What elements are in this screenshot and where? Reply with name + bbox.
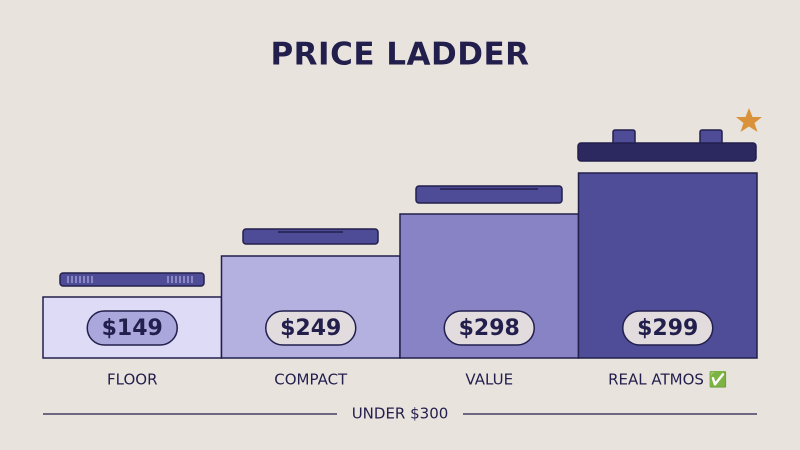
soundbar [415,185,563,204]
soundbar-icons [59,129,757,287]
footer: UNDER $300 [352,405,449,423]
step-label: COMPACT [274,371,348,389]
grille [67,276,193,283]
price: $249 [280,316,341,341]
price: $299 [637,316,698,341]
price: $149 [102,316,163,341]
soundbar [577,142,757,162]
title: PRICE LADDER [270,37,529,73]
steps: $149 FLOOR $249 COMPACT $298 VALUE $299 REAL AT… [42,172,758,389]
price-pill [443,310,535,346]
step-label: REAL ATMOS ✅ [608,371,727,389]
step-label: FLOOR [107,371,158,389]
soundbar [242,228,379,245]
star [736,108,762,132]
speaker [699,129,723,145]
speaker [612,129,636,145]
price-pill [265,310,357,346]
step-label: VALUE [465,371,513,389]
price-pill [622,310,714,346]
price-pill [86,310,178,346]
soundbar [59,272,205,287]
price: $298 [459,316,520,341]
